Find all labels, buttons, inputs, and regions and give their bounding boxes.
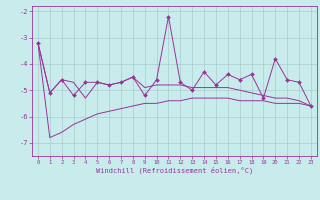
X-axis label: Windchill (Refroidissement éolien,°C): Windchill (Refroidissement éolien,°C) <box>96 167 253 174</box>
